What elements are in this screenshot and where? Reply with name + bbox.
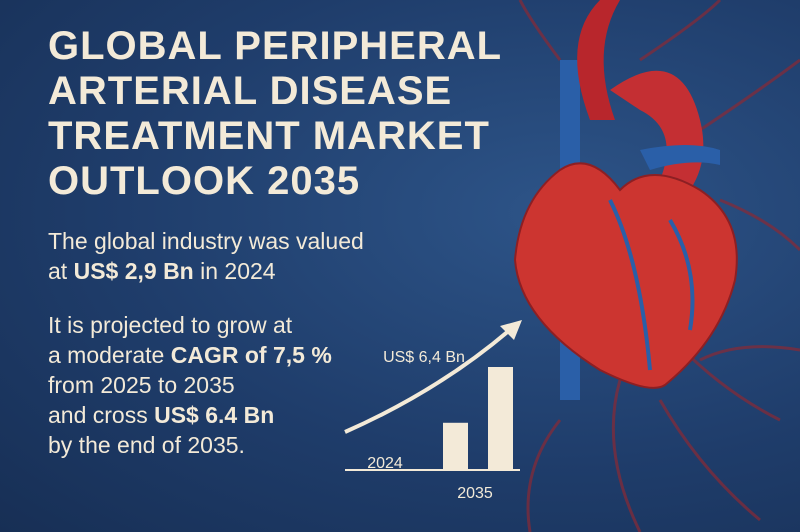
highlight: US$ 2,9 Bn bbox=[73, 258, 194, 284]
highlight: CAGR of 7,5 % bbox=[170, 342, 332, 368]
arrow-head bbox=[500, 320, 522, 340]
text: by the end of 2035. bbox=[48, 432, 245, 458]
intro: The global industry was valued at US$ 2,… bbox=[48, 226, 364, 286]
text: The global industry was valued bbox=[48, 228, 364, 254]
text: It is projected to grow at bbox=[48, 312, 293, 338]
bar-label: 2024 bbox=[367, 455, 403, 472]
trend-arrow bbox=[344, 326, 514, 434]
value-label: US$ 6,4 Bn bbox=[383, 349, 465, 366]
text-line: The global industry was valued bbox=[48, 226, 364, 256]
title: GLOBAL PERIPHERAL ARTERIAL DISEASE TREAT… bbox=[48, 24, 502, 204]
title-line: OUTLOOK 2035 bbox=[48, 159, 361, 203]
pulmonary bbox=[640, 145, 720, 170]
title-line: GLOBAL PERIPHERAL bbox=[48, 24, 503, 68]
title-line: ARTERIAL DISEASE bbox=[48, 69, 453, 113]
text-line: a moderate CAGR of 7,5 % bbox=[48, 340, 332, 370]
title-line: TREATMENT MARKET bbox=[48, 114, 490, 158]
text-line: at US$ 2,9 Bn in 2024 bbox=[48, 256, 364, 286]
vessels bbox=[518, 0, 800, 532]
text-line: by the end of 2035. bbox=[48, 430, 332, 460]
text: from 2025 to 2035 bbox=[48, 372, 235, 398]
text: in 2024 bbox=[193, 258, 276, 284]
heart bbox=[513, 162, 738, 389]
projection: It is projected to grow at a moderate CA… bbox=[48, 310, 332, 460]
text-line: It is projected to grow at bbox=[48, 310, 332, 340]
bar bbox=[443, 422, 468, 469]
text: at bbox=[48, 258, 74, 284]
arch bbox=[610, 70, 704, 190]
aorta bbox=[577, 0, 620, 120]
highlight: US$ 6.4 Bn bbox=[154, 402, 275, 428]
text: a moderate bbox=[48, 342, 171, 368]
bar bbox=[488, 367, 513, 469]
bar-label: 2035 bbox=[457, 485, 493, 502]
coronary bbox=[608, 199, 695, 371]
text: and cross bbox=[48, 402, 155, 428]
text-line: and cross US$ 6.4 Bn bbox=[48, 400, 332, 430]
text-line: from 2025 to 2035 bbox=[48, 370, 332, 400]
